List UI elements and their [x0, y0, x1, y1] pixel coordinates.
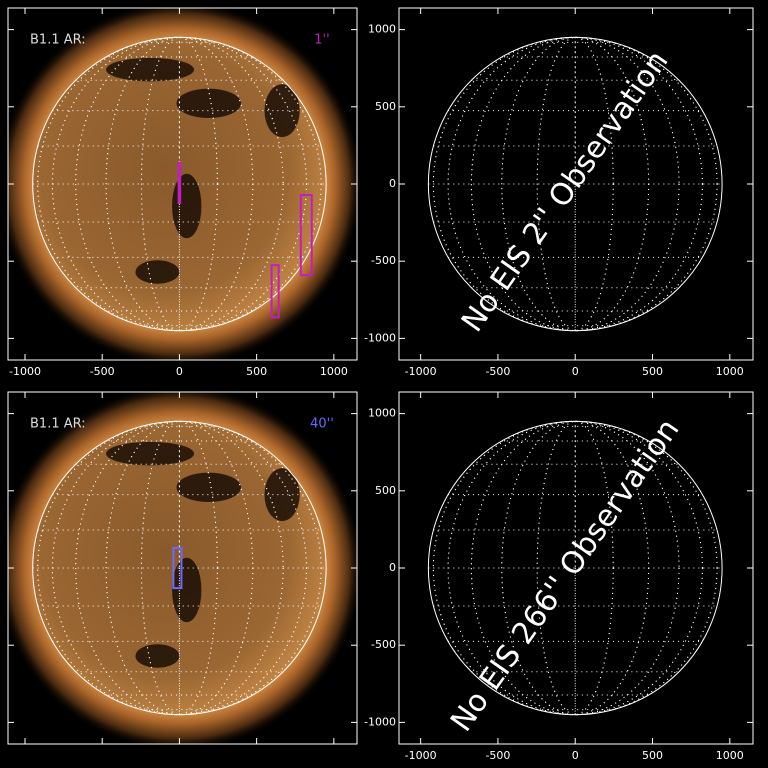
panel: -1000 -500 0 500 1000 -1000 -500 0 500 1000 No EIS… [364, 7, 754, 378]
x-tick-label: 0 [176, 365, 183, 378]
plot-area [8, 8, 357, 360]
y-tick-label: -1000 [364, 715, 396, 728]
y-tick-label: 500 [375, 100, 396, 113]
x-tick-label: -500 [485, 365, 510, 378]
coronal-hole [106, 57, 195, 82]
x-tick-label: -500 [485, 749, 510, 762]
coronal-hole [264, 468, 300, 522]
x-tick-label: 0 [572, 365, 579, 378]
x-tick-label: 500 [642, 365, 663, 378]
x-tick-label: 0 [572, 749, 579, 762]
y-tick-label: 1000 [368, 23, 396, 36]
size-label: 40'' [310, 417, 334, 432]
meridian [432, 36, 718, 332]
meridian [37, 420, 322, 716]
solar-limb [32, 420, 327, 716]
meridian [536, 36, 614, 332]
y-tick-label: 500 [375, 484, 396, 497]
y-tick-label: -1000 [364, 331, 396, 344]
x-tick-label: 500 [246, 365, 267, 378]
plot-area [427, 420, 723, 716]
x-tick-label: -1000 [405, 365, 437, 378]
solar-limb [427, 420, 723, 716]
panel-label: B1.1 AR: [30, 33, 86, 48]
x-tick-label: -1000 [9, 365, 41, 378]
eis-raster [177, 162, 182, 204]
plot-area [427, 36, 723, 332]
eis-raster [172, 546, 183, 590]
coronal-hole [106, 441, 195, 466]
size-label: 1'' [314, 33, 329, 48]
panel: -1000 -500 0 500 1000 -1000 -500 0 500 1000 No EIS… [364, 391, 754, 762]
solar-limb [427, 36, 723, 332]
meridian [432, 420, 718, 716]
coronal-hole [135, 644, 180, 668]
solar-limb [32, 36, 327, 332]
no-observation-message: No EIS 2'' Observation [455, 44, 676, 338]
x-tick-label: 1000 [716, 749, 744, 762]
y-tick-label: 0 [389, 561, 396, 574]
y-tick-label: -500 [371, 638, 396, 651]
coronal-hole [172, 557, 202, 623]
y-tick-label: 0 [389, 177, 396, 190]
y-tick-label: 1000 [368, 407, 396, 420]
panel: -1000 -500 0 500 1000 B1.1 AR: 1'' [7, 7, 358, 378]
coronal-hole [172, 173, 202, 239]
meridian [140, 420, 218, 716]
x-tick-label: -500 [90, 365, 115, 378]
panel: B1.1 AR: 40'' [7, 391, 358, 745]
meridian [37, 36, 322, 332]
coronal-hole [264, 84, 300, 138]
y-tick-label: -500 [371, 254, 396, 267]
x-tick-label: 1000 [716, 365, 744, 378]
plot-area [8, 392, 357, 744]
meridian [536, 420, 614, 716]
heliographic-grid [32, 420, 327, 716]
meridian [140, 36, 218, 332]
coronal-hole [135, 260, 180, 284]
eis-raster [270, 264, 280, 319]
no-observation-message: No EIS 266'' Observation [444, 413, 686, 738]
eis-raster [299, 193, 313, 277]
x-tick-label: 500 [642, 749, 663, 762]
x-tick-label: 1000 [320, 365, 348, 378]
panel-label: B1.1 AR: [30, 417, 86, 432]
x-tick-label: -1000 [405, 749, 437, 762]
